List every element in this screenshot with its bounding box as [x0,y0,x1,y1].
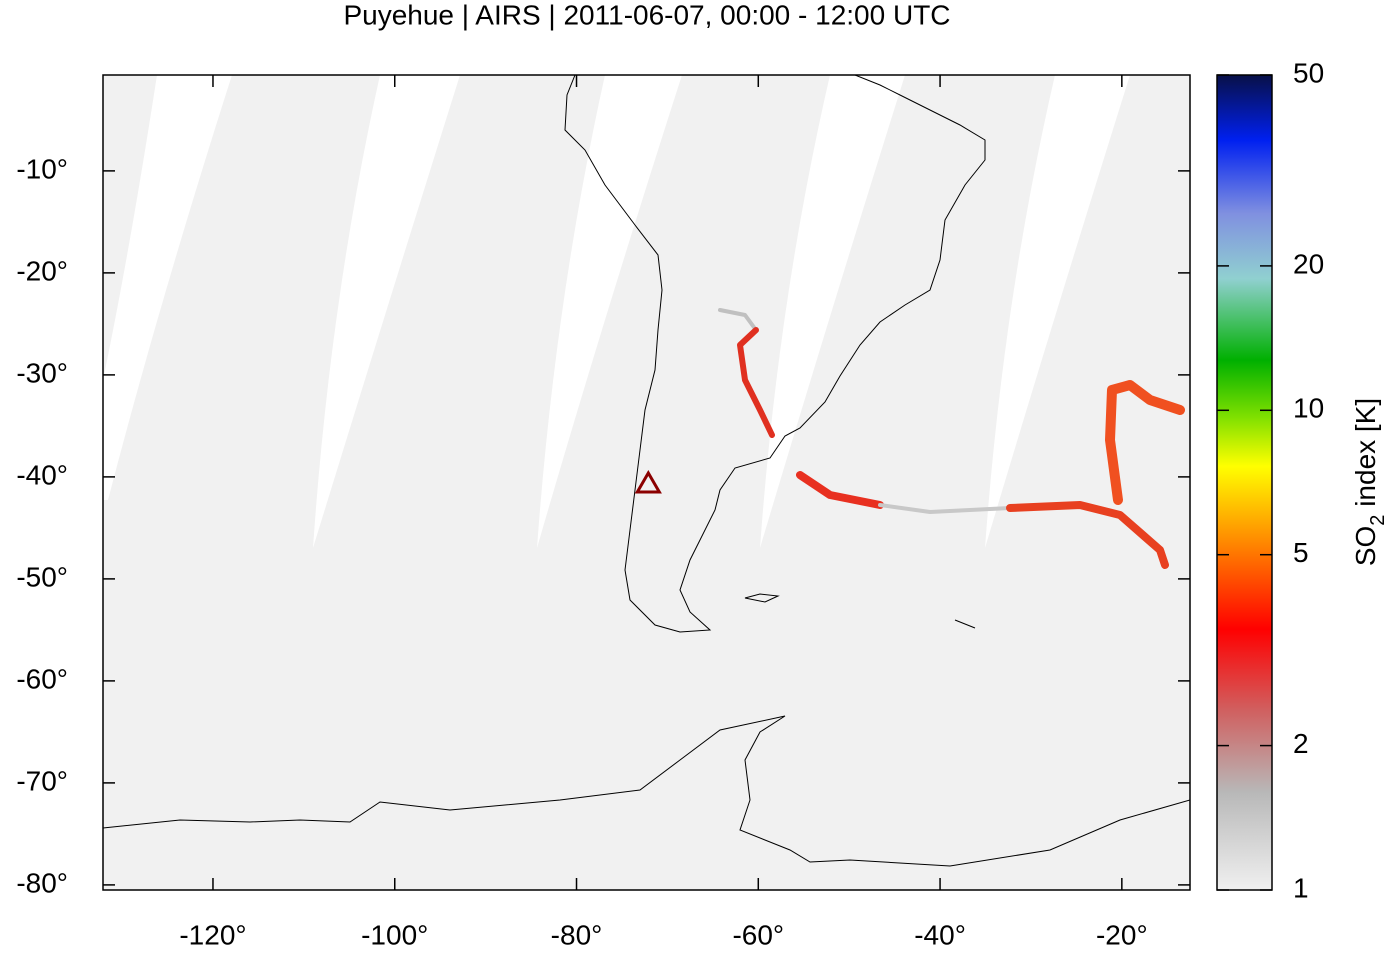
swath-gaps [103,75,1130,548]
map-area [103,75,1190,890]
y-tick-label: -60° [16,663,68,694]
swath-background [103,75,1190,890]
y-tick-label: -30° [16,357,68,388]
coastlines [103,75,1190,867]
x-tick-label: -20° [1096,919,1148,950]
y-tick-label: -20° [16,255,68,286]
colorbar-label-suffix: index [K] [1350,398,1381,515]
volcano-marker [634,470,662,494]
colorbar-tick-label: 5 [1293,537,1309,568]
y-tick-label: -50° [16,561,68,592]
colorbar-label-prefix: SO [1350,526,1381,566]
colorbar-tick-label: 10 [1293,393,1324,424]
x-tick-label: -40° [914,919,966,950]
y-tick-label: -40° [16,459,68,490]
x-tick-label: -80° [551,919,603,950]
y-tick-label: -80° [16,867,68,898]
colorbar-label-subscript: 2 [1367,515,1388,526]
x-tick-label: -60° [732,919,784,950]
x-tick-label: -120° [179,919,246,950]
colorbar-label: SO2 index [K] [1350,398,1388,566]
colorbar-tick-label: 20 [1293,248,1324,279]
colorbar-tick-label: 50 [1293,57,1324,88]
colorbar-tick-label: 1 [1293,872,1309,903]
x-tick-label: -100° [361,919,428,950]
colorbar-tick-label: 2 [1293,728,1309,759]
plot-frame [102,74,1191,891]
so2-plumes [718,308,1185,569]
y-tick-label: -70° [16,765,68,796]
chart-title: Puyehue | AIRS | 2011-06-07, 00:00 - 12:… [343,0,950,30]
y-tick-label: -10° [16,153,68,184]
colorbar [1216,74,1273,891]
